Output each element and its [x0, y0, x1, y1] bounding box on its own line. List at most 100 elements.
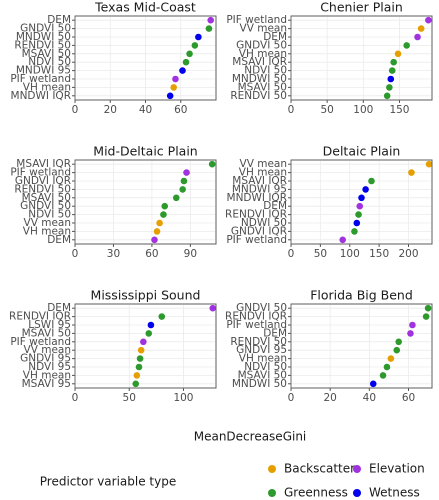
y-tick-label: PIF wetland [10, 336, 71, 348]
dot [209, 304, 217, 312]
dot [425, 16, 432, 24]
y-tick-label: GNDVI 50 [20, 23, 71, 35]
legend-label: Backscatter [284, 462, 355, 476]
x-tick-label: 0 [288, 104, 295, 116]
dot [191, 42, 199, 49]
panel-border [74, 303, 217, 389]
dot [208, 160, 216, 168]
panel [74, 159, 217, 245]
y-tick-label: MNDWI 95 [232, 183, 287, 195]
dot [339, 236, 347, 244]
dot [379, 372, 387, 379]
y-tick-label: MNDWI IQR [11, 90, 71, 102]
y-tick-label: MSAVI IQR [16, 158, 71, 170]
y-tick-label: DEM [47, 14, 71, 26]
panel-title: Florida Big Bend [310, 288, 413, 303]
y-tick-label: RENDVI IQR [225, 311, 287, 323]
legend-label: Elevation [369, 462, 425, 476]
x-tick-label: 50 [123, 392, 136, 404]
x-tick-label: 100 [353, 104, 373, 116]
dot [207, 16, 215, 24]
panel-title: Deltaic Plain [323, 144, 401, 159]
x-tick-label: 60 [402, 392, 415, 404]
x-tick-label: 150 [369, 248, 389, 260]
dot [166, 92, 174, 100]
dot [205, 25, 213, 32]
dot [424, 304, 432, 312]
y-tick-label: NDVI 50 [244, 361, 287, 373]
dot [353, 219, 361, 227]
dot [195, 33, 202, 41]
y-tick-label: GNDVI 50 [20, 200, 71, 212]
y-tick-label: MNDWI IQR [227, 192, 287, 204]
x-tick-label: 50 [320, 104, 333, 116]
dot [407, 330, 414, 337]
panel [74, 303, 217, 389]
y-tick-label: VH mean [239, 353, 287, 365]
dot [156, 219, 163, 227]
dot [383, 363, 391, 371]
x-tick-label: 30 [107, 248, 120, 260]
legend-swatch [268, 489, 276, 497]
dot [383, 92, 391, 100]
y-tick-label: GNDVI IQR [15, 175, 71, 187]
y-tick-label: MSAVI IQR [232, 175, 287, 187]
y-tick-label: PIF wetland [10, 167, 71, 179]
y-tick-label: NDVI 50 [28, 209, 71, 221]
panel-border [74, 15, 217, 101]
y-tick-label: NDVI 50 [28, 56, 71, 68]
dot [409, 321, 416, 329]
y-tick-label: MNDWI 50 [232, 378, 287, 390]
legend-title: Predictor variable type [40, 475, 176, 489]
panel-title: Texas Mid-Coast [94, 0, 196, 15]
y-tick-label: NDVI 50 [244, 65, 287, 77]
y-tick-label: GNDVI 50 [236, 302, 287, 314]
dot [351, 228, 358, 235]
y-tick-label: MSAVI 50 [238, 369, 287, 381]
dot [135, 363, 143, 371]
panel-border [290, 15, 433, 101]
dot [414, 33, 421, 41]
dot [393, 346, 401, 354]
dot [386, 84, 393, 91]
dot [394, 50, 402, 58]
dot [179, 186, 186, 193]
y-tick-label: NDVI 95 [28, 361, 71, 373]
dot [182, 58, 190, 66]
y-tick-label: VH mean [23, 225, 71, 237]
dot [137, 346, 145, 354]
legend-swatch [353, 465, 361, 473]
dot [180, 177, 188, 185]
y-tick-label: GNDVI IQR [231, 225, 287, 237]
dot [179, 67, 186, 74]
dot [161, 202, 169, 210]
legend-label: Greenness [284, 486, 348, 500]
dot [151, 236, 158, 244]
dot [158, 313, 166, 320]
legend-label: Wetness [369, 486, 420, 500]
panel-border [290, 159, 433, 245]
dot [132, 380, 140, 388]
y-tick-label: RENDVI IQR [9, 311, 71, 323]
dot [160, 211, 167, 218]
y-tick-label: RENDVI IQR [225, 209, 287, 221]
dot [369, 380, 377, 388]
x-tick-label: 90 [184, 248, 197, 260]
dot [356, 202, 364, 210]
y-tick-label: GNDVI 50 [236, 39, 287, 51]
dot [358, 194, 365, 202]
dot [422, 313, 430, 320]
dot [390, 58, 397, 66]
panel [290, 15, 433, 101]
dot [417, 25, 425, 32]
y-tick-label: RENDVI 50 [14, 183, 71, 195]
dot [368, 177, 375, 185]
panel-title: Mid-Deltaic Plain [93, 144, 197, 159]
y-tick-label: MSAVI 50 [22, 48, 71, 60]
y-tick-label: DEM [47, 302, 71, 314]
y-tick-label: DEM [263, 327, 287, 339]
y-tick-label: PIF wetland [10, 73, 71, 85]
legend-swatch [353, 489, 361, 497]
x-tick-label: 60 [174, 104, 187, 116]
x-tick-label: 0 [72, 104, 79, 116]
